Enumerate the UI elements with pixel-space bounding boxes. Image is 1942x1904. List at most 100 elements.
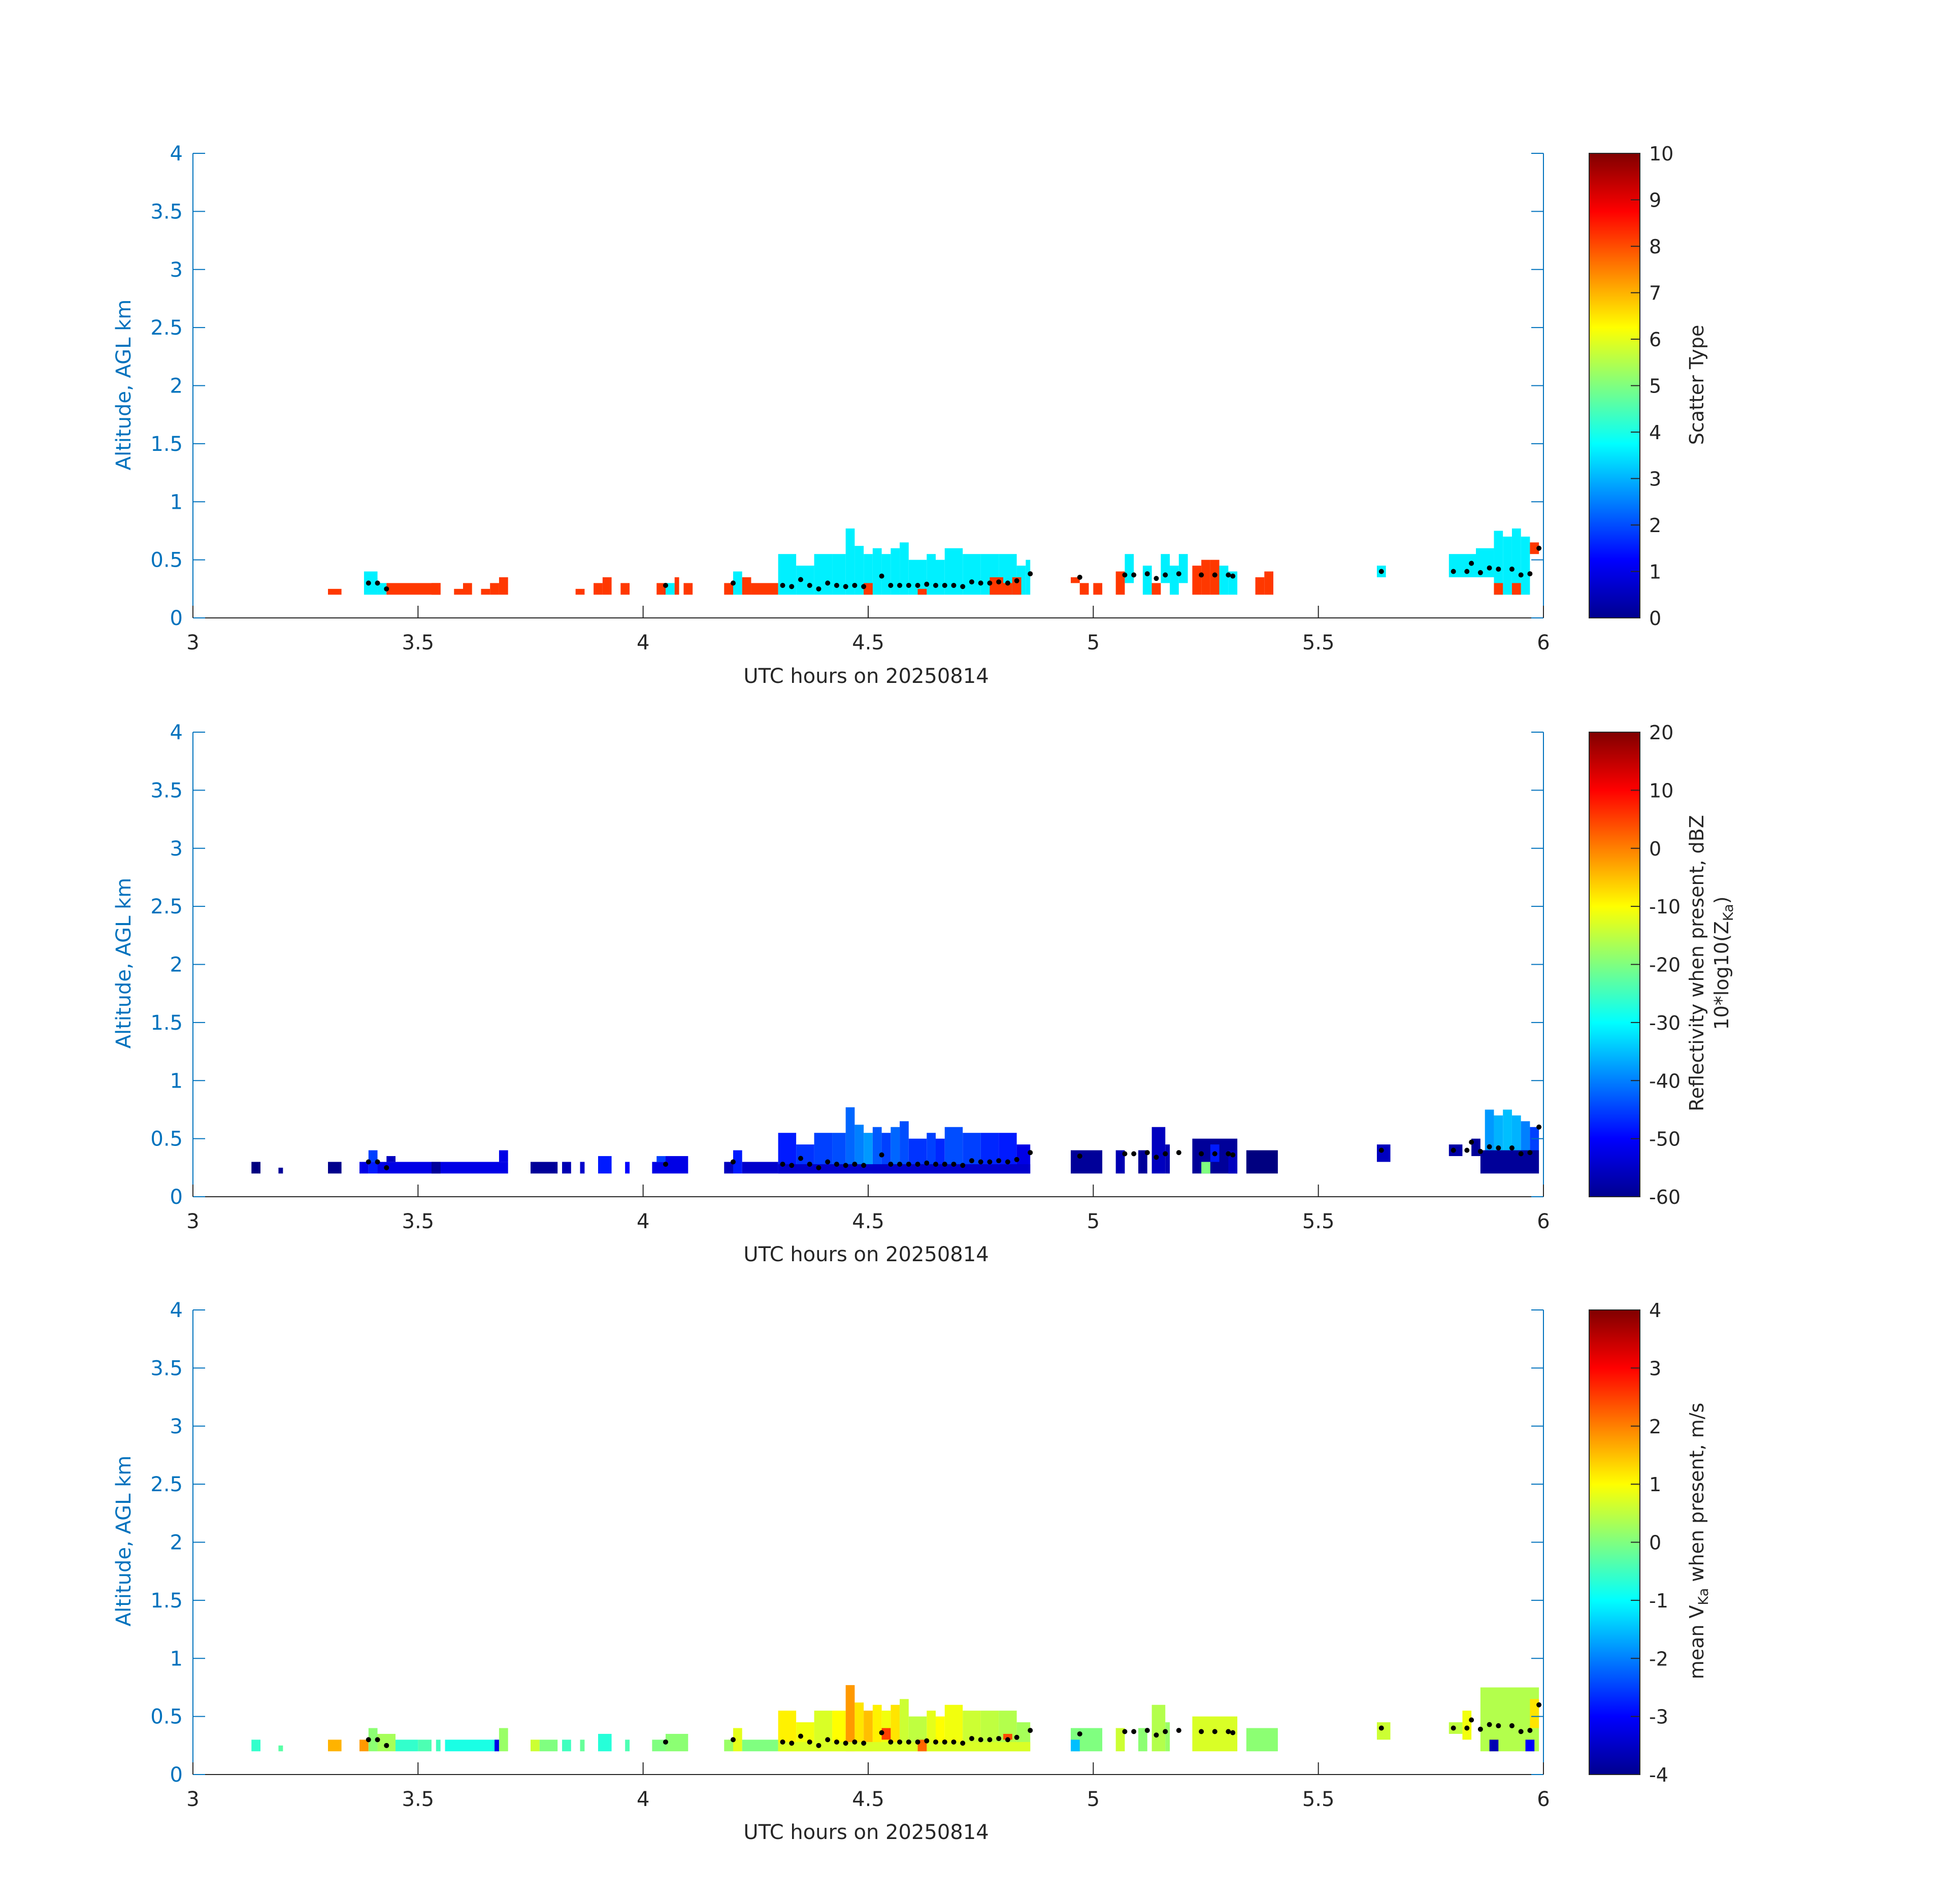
data-point — [807, 1739, 812, 1745]
data-point — [915, 1739, 920, 1745]
heatmap-cell — [778, 1742, 1031, 1752]
x-axis-label: UTC hours on 20250814 — [743, 665, 989, 688]
data-point — [1469, 1717, 1474, 1723]
data-point — [1163, 1151, 1168, 1157]
colorbar-tick-label: -60 — [1649, 1186, 1681, 1208]
y-axis-label: Altitude, AGL km — [112, 300, 136, 471]
heatmap-cell — [652, 1162, 666, 1174]
y-tick-label: 1 — [170, 1069, 183, 1093]
heatmap-cell — [854, 546, 864, 595]
heatmap-cell — [368, 1728, 378, 1752]
colorbar-tick-label: -3 — [1649, 1706, 1668, 1728]
data-point — [366, 580, 371, 586]
heatmap-cell — [1201, 560, 1210, 595]
heatmap-cell — [1170, 566, 1179, 595]
data-point — [816, 586, 821, 592]
heatmap-cell — [377, 1733, 396, 1752]
data-point — [861, 1741, 867, 1746]
data-point — [1028, 1728, 1033, 1733]
data-point — [1464, 569, 1470, 574]
heatmap-cell — [891, 548, 900, 595]
data-point — [1487, 1144, 1492, 1150]
data-point — [969, 1158, 974, 1164]
x-tick-label: 3 — [186, 1788, 199, 1811]
y-tick-label: 3.5 — [150, 779, 183, 802]
y-tick-label: 1.5 — [150, 1589, 183, 1613]
heatmap-cell — [364, 571, 378, 583]
heatmap-cell — [891, 1704, 900, 1752]
heatmap-cell — [917, 588, 927, 595]
heatmap-cell — [1485, 1109, 1494, 1151]
heatmap-cell — [1511, 583, 1521, 595]
heatmap-cell — [1138, 1728, 1147, 1752]
data-point — [1477, 1148, 1483, 1154]
y-tick-label: 1 — [170, 1647, 183, 1670]
data-point — [1487, 565, 1492, 571]
data-point — [384, 586, 389, 592]
heatmap-cell — [1503, 1109, 1512, 1151]
heatmap-cell — [454, 588, 463, 595]
heatmap-cell — [1246, 1150, 1278, 1174]
x-tick-label: 3.5 — [402, 631, 435, 654]
heatmap-cell — [845, 1685, 855, 1752]
heatmap-cell — [1264, 571, 1273, 595]
y-tick-label: 1.5 — [150, 433, 183, 456]
data-point — [731, 1159, 736, 1165]
data-point — [915, 1161, 920, 1167]
data-point — [987, 1737, 993, 1743]
data-point — [1477, 1726, 1483, 1732]
x-tick-label: 5 — [1087, 1210, 1100, 1233]
colorbar-tick-label: -40 — [1649, 1070, 1681, 1092]
y-tick-label: 0 — [170, 607, 183, 630]
colorbar-tick-label: 7 — [1649, 282, 1661, 305]
data-point — [1199, 1151, 1204, 1157]
heatmap-cell — [683, 583, 693, 595]
y-tick-label: 2.5 — [150, 895, 183, 918]
heatmap-cell — [1165, 1144, 1170, 1174]
heatmap-cell — [386, 583, 441, 595]
y-tick-label: 4 — [170, 1299, 183, 1322]
heatmap-cell — [499, 1150, 508, 1162]
heatmap-cell — [1530, 542, 1539, 554]
heatmap-cell — [963, 554, 981, 595]
data-point — [897, 1161, 903, 1167]
heatmap-cell — [724, 583, 733, 595]
heatmap-cell — [531, 1162, 558, 1174]
heatmap-cell — [499, 1728, 508, 1752]
x-tick-label: 4.5 — [852, 1210, 884, 1233]
data-point — [843, 584, 848, 589]
heatmap-cell — [900, 1699, 909, 1752]
colorbar-tick-label: -30 — [1649, 1012, 1681, 1034]
heatmap-cell — [1079, 583, 1089, 595]
heatmap-cell — [1142, 566, 1152, 595]
heatmap-cell — [598, 1733, 612, 1752]
data-point — [951, 582, 957, 588]
heatmap-cell — [872, 1127, 882, 1174]
x-tick-label: 6 — [1537, 631, 1550, 654]
data-point — [969, 1736, 974, 1742]
data-point — [1131, 1151, 1137, 1157]
colorbar-tick-label: 0 — [1649, 1532, 1661, 1554]
x-tick-label: 4.5 — [852, 1788, 884, 1811]
data-point — [1014, 1157, 1019, 1162]
data-point — [825, 580, 831, 586]
heatmap-cell — [1151, 1704, 1166, 1752]
data-point — [789, 584, 795, 589]
heatmap-cell — [1071, 1150, 1103, 1174]
heatmap-cell — [1246, 1728, 1278, 1752]
colorbar-tick-label: 10 — [1649, 143, 1673, 165]
data-point — [1527, 1150, 1533, 1156]
heatmap-cell — [463, 583, 472, 595]
data-point — [825, 1159, 831, 1165]
data-point — [1028, 1150, 1033, 1156]
y-tick-label: 0.5 — [150, 1705, 183, 1729]
heatmap-cell — [1201, 1162, 1210, 1174]
data-point — [888, 582, 894, 588]
data-point — [834, 582, 839, 588]
heatmap-cell — [251, 1739, 260, 1752]
data-point — [1144, 571, 1150, 577]
heatmap-cell — [845, 528, 855, 595]
data-point — [1176, 1728, 1181, 1733]
data-point — [996, 579, 1002, 585]
data-point — [1144, 1728, 1150, 1733]
